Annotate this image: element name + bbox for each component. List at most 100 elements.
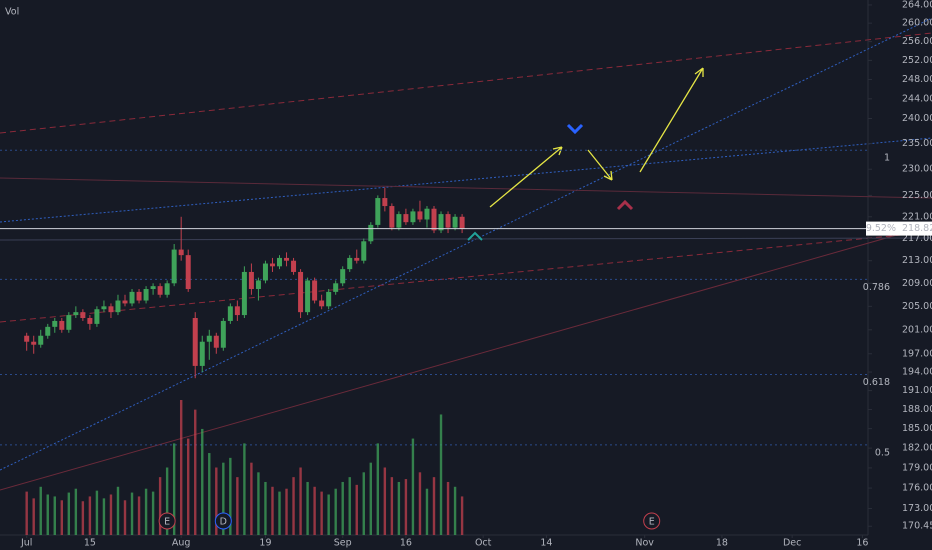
- volume-bar: [390, 477, 394, 535]
- candle-body: [347, 257, 353, 270]
- candle-body: [220, 320, 226, 348]
- volume-bar: [172, 443, 176, 535]
- y-tick-label: 217.00: [902, 233, 932, 244]
- change-label: 9.52%: [866, 223, 896, 234]
- candle-body: [445, 214, 451, 228]
- volume-bar: [306, 481, 309, 535]
- candle-body: [143, 289, 149, 301]
- y-tick-label: 230.00: [902, 164, 932, 175]
- volume-bar: [102, 498, 106, 535]
- change-tag: [866, 221, 900, 236]
- candle-body: [192, 318, 198, 366]
- y-tick-label: 170.45: [902, 521, 932, 532]
- candle-body: [382, 198, 388, 207]
- trend-line: [0, 32, 932, 134]
- candle-body: [396, 214, 402, 228]
- volume-bar: [327, 494, 330, 535]
- signal-up: [467, 231, 483, 241]
- y-tick-label: 256.00: [902, 36, 932, 47]
- y-tick-label: 205.00: [902, 301, 932, 312]
- candle-body: [45, 326, 51, 336]
- volume-bar: [39, 486, 42, 535]
- candle-body: [108, 306, 114, 313]
- candle-body: [80, 312, 86, 319]
- event-label: E: [164, 517, 170, 528]
- projection-arrows: [489, 67, 704, 208]
- price-label: 218.82: [902, 223, 932, 234]
- y-tick-label: 173.00: [902, 503, 932, 514]
- candle-body: [298, 271, 304, 313]
- candle-body: [101, 306, 107, 310]
- candle-body: [87, 318, 93, 324]
- x-tick-label: 18: [716, 538, 728, 549]
- volume-bar: [278, 491, 281, 535]
- volume-bar: [201, 428, 204, 535]
- y-tick-label: 264.00: [902, 0, 932, 10]
- volume-bar: [32, 498, 35, 535]
- arrow: [587, 149, 613, 181]
- volume-bar: [123, 500, 127, 535]
- volume-bar: [187, 438, 190, 535]
- trend-line: [0, 224, 932, 491]
- x-tick-label: Sep: [334, 538, 352, 549]
- event-label: D: [220, 517, 227, 528]
- volume-bar: [109, 494, 113, 535]
- fib-label: 0.618: [863, 377, 890, 388]
- volume-bar: [229, 457, 232, 535]
- candle-body: [199, 341, 205, 366]
- candle-body: [157, 286, 163, 295]
- arrow: [639, 67, 704, 173]
- candle-body: [206, 335, 212, 342]
- candle-body: [410, 211, 416, 223]
- volume-bar: [179, 400, 183, 535]
- signal-down: [566, 123, 584, 135]
- volume-bar: [446, 481, 450, 535]
- candle-body: [333, 283, 339, 292]
- candle-body: [403, 214, 409, 223]
- candle-body: [262, 263, 268, 281]
- y-tick-label: 225.00: [902, 190, 932, 201]
- candle-body: [122, 300, 128, 304]
- volume-bar: [453, 486, 457, 535]
- y-tick-label: 188.00: [902, 404, 932, 415]
- candle-body: [248, 271, 254, 290]
- x-tick-label: Aug: [172, 538, 191, 549]
- volume-bar: [74, 488, 78, 535]
- volume-bar: [460, 496, 464, 535]
- candle-body: [269, 263, 275, 267]
- candle-body: [241, 271, 247, 316]
- trend-lines: [0, 17, 932, 491]
- volume-bar: [439, 414, 443, 535]
- volume-bar: [362, 472, 365, 535]
- candle-body: [305, 280, 311, 313]
- candle-body: [73, 312, 79, 316]
- candle-body: [431, 208, 437, 231]
- volume-bar: [67, 492, 71, 535]
- arrow: [489, 146, 563, 208]
- trend-line: [0, 231, 932, 323]
- volume-bar: [334, 488, 337, 535]
- y-tick-label: 252.00: [902, 55, 932, 66]
- candle-body: [389, 206, 395, 228]
- candle-body: [171, 249, 177, 284]
- y-tick-label: 209.00: [902, 278, 932, 289]
- y-tick-label: 244.00: [902, 93, 932, 104]
- x-tick-label: Nov: [635, 538, 654, 549]
- volume-bar: [292, 477, 295, 535]
- candle-body: [213, 335, 219, 348]
- volume-bar: [130, 492, 134, 535]
- volume-bar: [355, 484, 358, 535]
- fib-label: 0.786: [863, 282, 890, 293]
- volume-bar: [397, 481, 401, 535]
- candle-body: [319, 300, 325, 307]
- trend-line: [0, 237, 932, 241]
- volume-bar: [236, 477, 239, 535]
- candle-body: [255, 280, 261, 290]
- candle-body: [368, 224, 374, 242]
- volume-bar: [165, 467, 169, 535]
- y-tick-label: 191.00: [902, 385, 932, 396]
- volume-bar: [81, 501, 85, 535]
- y-tick-label: 248.00: [902, 74, 932, 85]
